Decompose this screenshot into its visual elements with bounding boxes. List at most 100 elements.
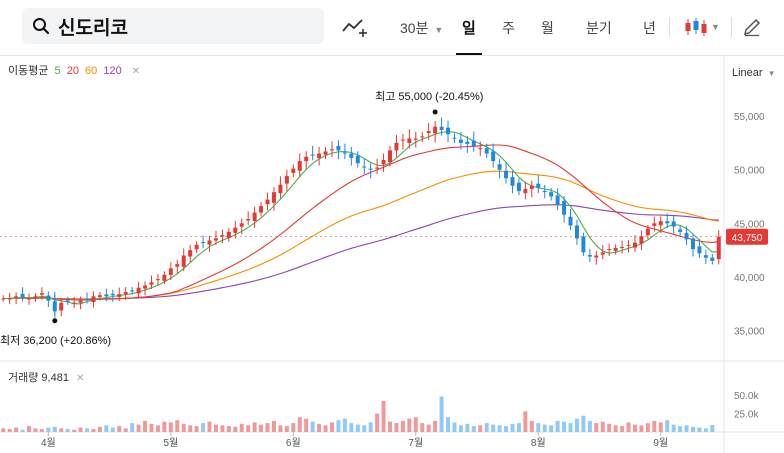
volume-bar	[78, 427, 83, 432]
candle-body	[426, 131, 431, 133]
volume-bar	[33, 428, 38, 432]
candle-body	[497, 164, 502, 170]
volume-bar	[39, 429, 44, 432]
candle-body	[27, 298, 32, 300]
volume-bar	[336, 420, 341, 432]
volume-bar	[529, 420, 534, 432]
candle-body	[362, 166, 367, 168]
volume-bar	[523, 411, 528, 432]
volume-bar	[645, 423, 650, 432]
candle-body	[65, 300, 70, 302]
x-tick-label: 6월	[286, 437, 301, 449]
high-marker	[432, 109, 438, 115]
candle-body	[39, 293, 44, 295]
candle-body	[201, 242, 206, 244]
x-tick-label: 8월	[531, 437, 546, 449]
volume-bar	[587, 420, 592, 432]
candle-body	[562, 200, 567, 215]
volume-bar	[246, 425, 251, 432]
candle-body	[523, 188, 528, 194]
candle-body	[420, 136, 425, 138]
candle-body	[117, 294, 122, 297]
toolbar-border	[0, 55, 784, 56]
drawing-tool-icon[interactable]	[340, 16, 368, 38]
candle-body	[600, 252, 605, 255]
volume-bar	[594, 423, 599, 432]
volume-bar	[123, 428, 128, 432]
candle-body	[388, 150, 393, 163]
tab-week[interactable]: 주	[502, 20, 515, 36]
candle-body	[97, 295, 102, 298]
scale-dropdown[interactable]: Linear ▼	[732, 67, 776, 79]
volume-bar	[175, 420, 180, 432]
search-query: 신도리코	[58, 17, 128, 39]
candle-body	[355, 155, 360, 164]
volume-bar	[143, 420, 148, 432]
candle-body	[233, 227, 238, 233]
toolbar-divider	[731, 17, 732, 37]
tab-month[interactable]: 월	[541, 20, 554, 36]
volume-bar	[465, 423, 470, 432]
candle-body	[413, 138, 418, 140]
candle-body	[446, 127, 451, 135]
candle-body	[478, 148, 483, 150]
tab-year[interactable]: 년	[643, 20, 656, 36]
candle-body	[658, 221, 663, 226]
candle-body	[703, 255, 708, 258]
volume-bar	[20, 429, 25, 432]
price-tick-label: 40,000	[734, 273, 765, 284]
candle-body	[284, 176, 289, 184]
interval-dropdown[interactable]: 30분 ▼	[400, 18, 443, 38]
volume-bar	[690, 426, 695, 432]
volume-bar	[665, 420, 670, 432]
search-box[interactable]: 신도리코	[22, 8, 324, 44]
volume-bar	[97, 426, 102, 432]
volume-bar	[233, 426, 238, 432]
volume-bar	[433, 420, 438, 432]
volume-bar	[59, 428, 64, 432]
toolbar: 신도리코 30분 ▼ 일 주 월 분기 년 ▼	[0, 0, 784, 56]
high-annotation: 최고 55,000 (-20.45%)	[375, 90, 483, 103]
chart-type-dropdown[interactable]: ▼	[684, 16, 720, 38]
candle-body	[349, 153, 354, 158]
volume-bar	[323, 425, 328, 432]
volume-bar	[600, 421, 605, 432]
volume-bar	[155, 425, 160, 432]
volume-bar	[181, 423, 186, 432]
x-tick-label: 4월	[41, 437, 56, 449]
candle-body	[549, 192, 554, 197]
ma-legend-5: 5	[54, 65, 61, 77]
chevron-down-icon: ▼	[711, 22, 720, 32]
candle-body	[252, 212, 257, 221]
volume-bar	[420, 423, 425, 432]
close-icon[interactable]: ✕	[76, 373, 85, 384]
candle-body	[110, 293, 115, 296]
volume-bar	[671, 424, 676, 432]
current-price-label: 43,750	[732, 233, 763, 244]
volume-bar	[368, 422, 373, 432]
candle-body	[529, 185, 534, 189]
volume-bar	[201, 423, 206, 432]
close-icon[interactable]: ✕	[131, 66, 141, 77]
candle-body	[504, 170, 509, 179]
volume-bar	[27, 426, 32, 432]
volume-bar	[188, 425, 193, 432]
volume-bar	[407, 418, 412, 432]
volume-bar	[413, 417, 418, 432]
volume-bar	[304, 418, 309, 432]
current-price-tag	[726, 228, 768, 245]
candle-body	[516, 182, 521, 192]
volume-bar	[574, 418, 579, 432]
ma-legend: 이동평균 5 20 60 120 ✕	[8, 62, 143, 78]
price-chart[interactable]: 55,000 50,000 45,000 40,000 35,000 50.0k 25.0k…	[0, 56, 784, 453]
volume-bar	[130, 423, 135, 432]
pencil-icon[interactable]	[742, 17, 762, 37]
ma60-line	[3, 170, 719, 300]
ma5-line	[3, 131, 719, 305]
tab-day[interactable]: 일	[462, 20, 476, 37]
volume-bar	[388, 421, 393, 432]
candle-body	[375, 167, 380, 169]
volume-bar	[710, 424, 715, 432]
x-tick-label: 9월	[653, 437, 668, 449]
tab-quarter[interactable]: 분기	[586, 20, 612, 36]
